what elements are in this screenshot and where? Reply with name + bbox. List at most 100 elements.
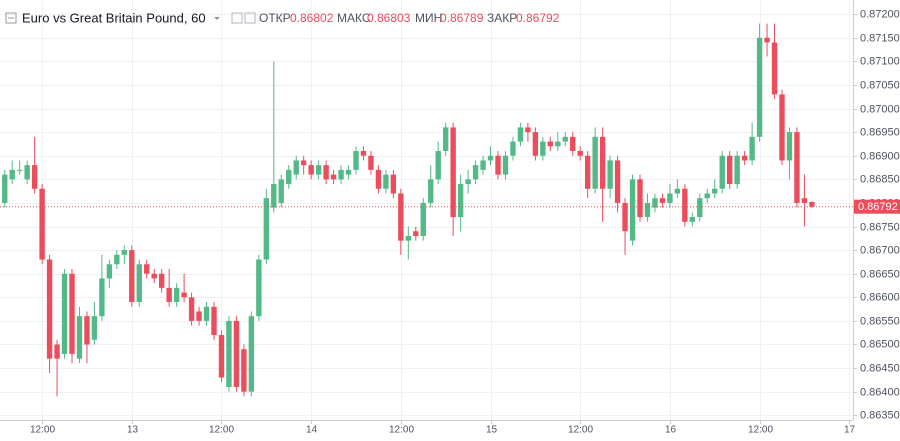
candle-body (599, 136, 606, 189)
candle-body (106, 264, 113, 279)
candle-body (786, 132, 793, 161)
candle-body (420, 202, 426, 236)
x-tick-label: 16 (665, 425, 677, 436)
candle-body (428, 179, 434, 203)
candle-body (719, 155, 725, 189)
candle-body (196, 311, 202, 321)
y-tick-label: 0.86700 (860, 244, 900, 256)
candle-body (330, 174, 337, 180)
candle-body (271, 184, 277, 208)
x-tick-label: 12:00 (568, 425, 593, 436)
dropdown-icon[interactable] (214, 17, 220, 20)
y-tick-label: 0.86350 (860, 409, 900, 421)
candle-body (704, 193, 710, 199)
candle-body (211, 306, 217, 336)
candle-body (99, 278, 105, 317)
candle-body (293, 160, 299, 175)
y-tick-label: 0.86850 (860, 173, 900, 185)
settings-icon[interactable] (231, 12, 243, 24)
candle-body (353, 151, 359, 170)
candle-body (360, 151, 367, 156)
candle-body (637, 179, 643, 218)
candle-body (166, 287, 172, 303)
candle-body (442, 127, 449, 152)
candle-body (689, 217, 696, 222)
candle-body (801, 198, 808, 203)
candles (0, 23, 853, 397)
candle-body (286, 169, 292, 185)
candle-body (741, 155, 748, 161)
candle-body (480, 160, 486, 170)
candle-body (46, 259, 53, 359)
candle-body (562, 136, 568, 142)
candle-body (383, 174, 389, 189)
collapse-icon[interactable] (5, 12, 17, 24)
y-tick-label: 0.86600 (860, 291, 900, 303)
candle-body (764, 37, 770, 43)
x-tick-label: 14 (306, 425, 318, 436)
ohlc-value: 0.86789 (440, 11, 484, 25)
candle-body (697, 198, 703, 218)
x-tick-label: 17 (844, 425, 856, 436)
candle-body (278, 179, 284, 203)
candle-body (390, 174, 397, 194)
y-tick-label: 0.86900 (860, 150, 900, 162)
candle-body (69, 273, 75, 354)
y-tick-label: 0.87000 (860, 103, 900, 115)
ohlc-value: 0.86792 (516, 11, 560, 25)
ohlc-value: 0.86802 (290, 11, 334, 25)
candle-body (682, 188, 688, 222)
last-price-box (854, 199, 900, 214)
x-tick-label: 13 (127, 425, 139, 436)
candle-body (667, 193, 673, 203)
candle-body (712, 188, 718, 194)
candle-body (726, 155, 733, 185)
candle-body (121, 250, 128, 255)
y-tick-label: 0.87150 (860, 32, 900, 44)
candle-body (368, 155, 374, 170)
candle-body (659, 198, 666, 203)
ohlc-label: МАКС (337, 11, 371, 25)
candle-body (472, 165, 479, 180)
candle-body (734, 155, 740, 185)
candle-body (779, 94, 785, 161)
ohlc-label: ОТКР (259, 11, 291, 25)
x-tick-label: 12:00 (30, 425, 55, 436)
candle-body (375, 169, 382, 189)
candle-body (181, 292, 187, 298)
candle-body (136, 264, 142, 303)
y-tick-label: 0.87100 (860, 55, 900, 67)
candle-body (809, 201, 815, 207)
candle-body (76, 316, 83, 359)
candle-body (435, 151, 441, 180)
x-tick-label: 15 (486, 425, 498, 436)
candle-body (584, 155, 591, 189)
candle-body (607, 160, 613, 189)
candle-body (652, 198, 658, 208)
candle-body (555, 141, 561, 147)
candle-body (114, 254, 120, 265)
candle-body (629, 179, 636, 241)
candle-body (495, 155, 501, 175)
candle-body (61, 273, 68, 354)
hide-icon[interactable] (244, 12, 256, 24)
candle-body (457, 184, 464, 218)
candle-body (525, 127, 531, 133)
candle-body (547, 141, 554, 147)
y-tick-label: 0.86400 (860, 386, 900, 398)
y-tick-label: 0.86650 (860, 268, 900, 280)
last-price-label: 0.86792 (858, 201, 898, 213)
candle-body (532, 132, 539, 156)
candle-body (54, 344, 60, 359)
candle-body (323, 165, 329, 180)
candle-body (315, 165, 322, 175)
candle-body (756, 37, 763, 137)
candle-body (308, 165, 314, 175)
candle-body (39, 188, 45, 260)
candle-body (794, 132, 800, 203)
candle-body (256, 259, 262, 317)
candle-body (570, 136, 576, 152)
grid (0, 0, 853, 420)
